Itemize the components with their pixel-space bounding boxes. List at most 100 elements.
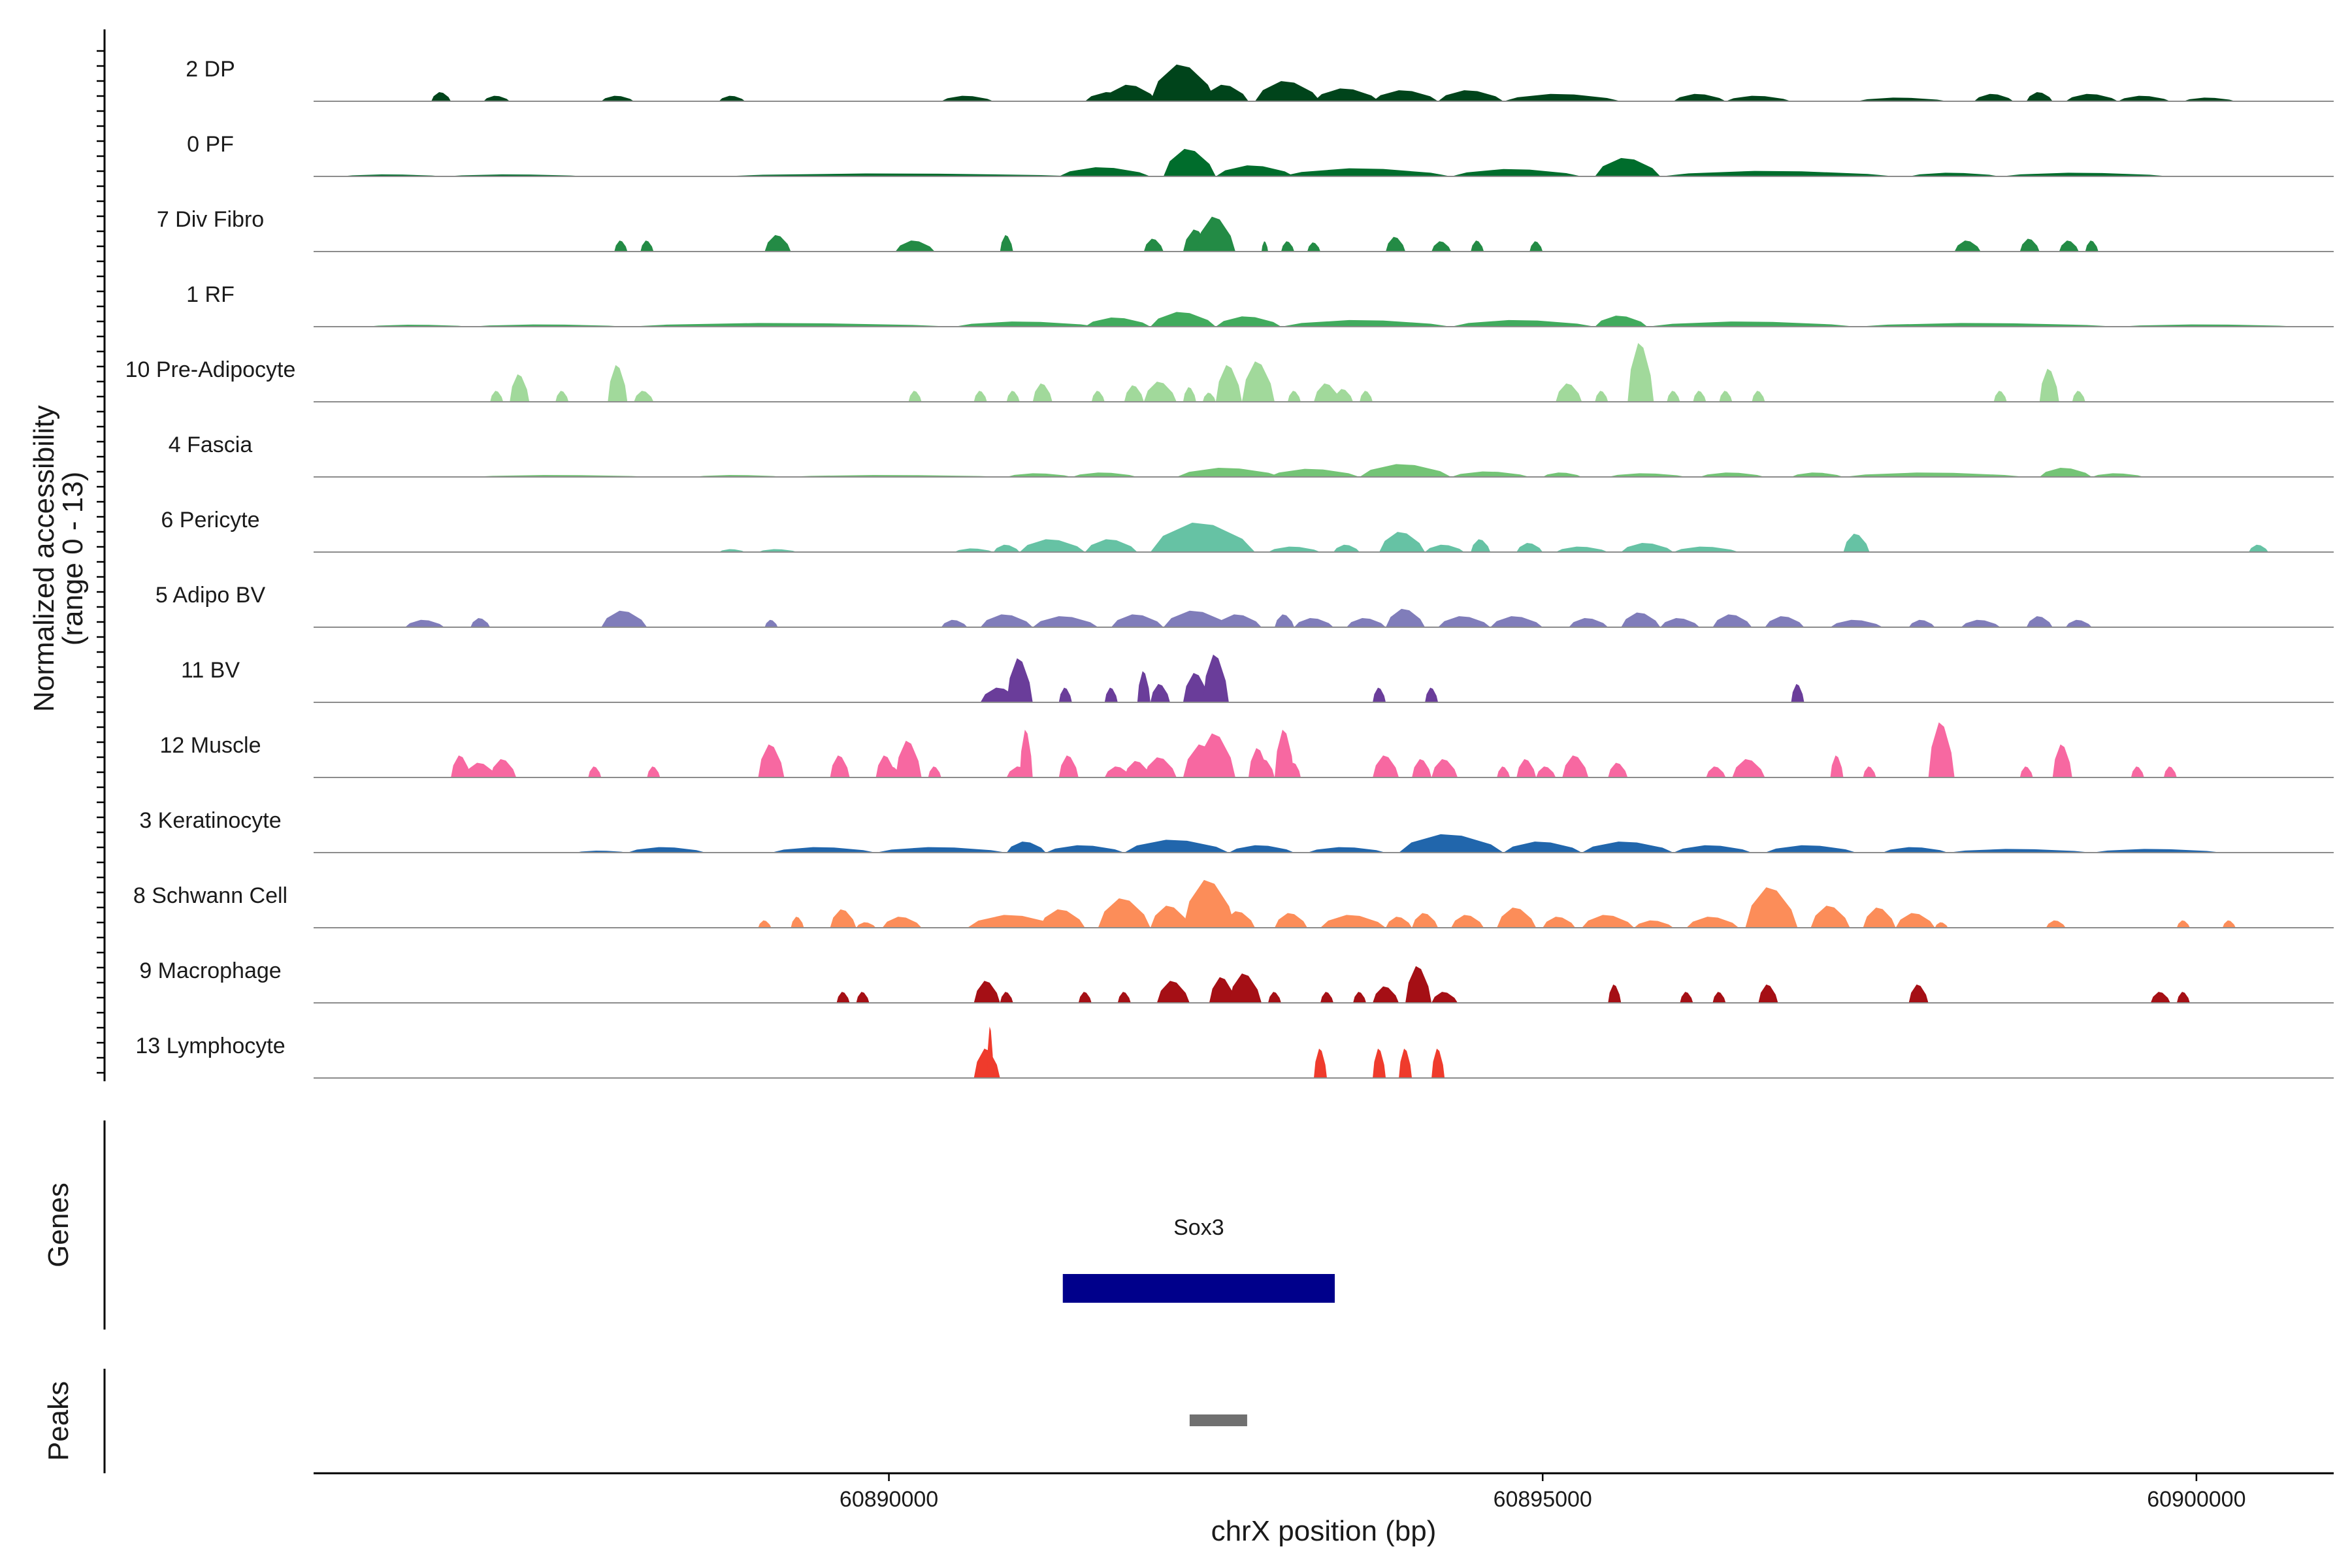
coverage-peak [1471,539,1491,552]
coverage-peak [1503,93,1622,101]
coverage-peak [1569,617,1609,627]
coverage-peak [1758,984,1778,1003]
coverage-peak [464,762,497,777]
tracks-panel: 2 DP 0 PF 7 Div Fibro 1 RF 10 Pre-Adipocyte 4… [125,57,2334,1079]
coverage-peak [1104,84,1157,101]
coverage-peak [1313,383,1341,402]
coverage-peak [1595,157,1661,176]
coverage-peak [1752,391,1765,402]
coverage-peak [758,549,798,552]
coverage-peak [941,95,994,101]
coverage-peak [1608,473,1687,477]
coverage-peak [1333,544,1360,552]
track-label: 11 BV [181,658,240,683]
coverage-peak [1993,391,2007,402]
coverage-peak [1150,906,1190,928]
coverage-peak [1712,992,1726,1003]
coverage-peak [1209,977,1235,1003]
coverage-peak [405,619,445,627]
coverage-peak [1543,472,1582,477]
coverage-peak [1765,616,1805,627]
coverage-peak [1634,920,1674,928]
coverage-peak [588,766,602,777]
coverage-peak [1000,235,1013,252]
gene-body [1062,1274,1335,1303]
coverage-peak [1451,319,1595,327]
coverage-peak [1313,1049,1328,1078]
peaks-panel-label: Peaks [42,1381,74,1461]
coverage-peak [1215,614,1262,627]
coverage-peak [1471,240,1484,252]
coverage-peak [1091,391,1105,402]
coverage-peak [1254,81,1320,101]
coverage-peak [1830,619,1883,627]
coverage-peak [1856,323,2118,327]
coverage-peak [1621,542,1674,552]
coverage-peak [1124,840,1229,853]
track-label: 0 PF [187,132,234,157]
coverage-peak [830,755,850,777]
track-label: 10 Pre-Adipocyte [125,357,296,382]
coverage-peak [2019,238,2040,252]
coverage-peak [1274,729,1294,777]
coverage-peak [973,391,987,402]
coverage-peak [1320,915,1386,928]
track: 1 RF [186,282,2334,327]
coverage-peak [1621,612,1661,627]
coverage-peak [1647,321,1857,327]
coverage-peak [1373,986,1399,1003]
coverage-peak [1261,241,1268,252]
coverage-peak [1196,216,1235,252]
coverage-peak [1006,658,1033,702]
coverage-peak [1347,617,1386,627]
coverage-peak [1137,671,1151,702]
coverage-peak [1686,917,1739,928]
coverage-peak [2222,920,2236,928]
track-label: 2 DP [186,57,235,82]
coverage-peak [1111,614,1164,627]
gene-label: Sox3 [1173,1215,1224,1240]
track: 7 Div Fibro [157,207,2334,252]
coverage-peak [1019,539,1085,552]
coverage-peak [1313,88,1380,101]
coverage-peak [1412,913,1439,928]
coverage-peak [1281,319,1452,327]
coverage-peak [1006,473,1072,477]
coverage-peak [1582,915,1635,928]
coverage-peak [908,391,922,402]
coverage-peak [2163,766,2177,777]
coverage-peak [1176,467,1281,477]
coverage-peak [2019,766,2033,777]
track-label: 5 Adipo BV [155,583,266,608]
coverage-peak [1373,90,1439,101]
coverage-peak [1202,84,1249,101]
coverage-peak [993,544,1020,552]
coverage-peak [2183,97,2236,101]
coverage-peak [470,617,491,627]
coverage-peak [856,992,870,1003]
coverage-peak [1954,240,1981,252]
coverage-peak [973,981,1000,1003]
coverage-peak [1451,915,1484,928]
coverage-peak [1863,766,1876,777]
coverage-peak [1490,616,1543,627]
coverage-peak [1667,391,1680,402]
coverage-peak [1287,391,1301,402]
coverage-peak [2046,920,2066,928]
coverage-peak [1058,687,1072,702]
coverage-peak [1360,391,1373,402]
coverage-peak [608,365,628,402]
track-label: 3 Keratinocyte [139,808,281,833]
coverage-peak [1595,316,1648,327]
coverage-peak [1660,617,1700,627]
coverage-peak [1843,472,2027,477]
coverage-peak [1882,847,1948,853]
coverage-peak [1856,97,1948,101]
coverage-peak [1673,93,1726,101]
coverage-peak [1438,616,1491,627]
coverage-peak [980,614,1033,627]
track-label: 13 Lymphocyte [135,1034,285,1058]
coverage-peak [1163,610,1229,627]
coverage-peak [1143,238,1164,252]
coverage-peak [1431,1049,1445,1078]
